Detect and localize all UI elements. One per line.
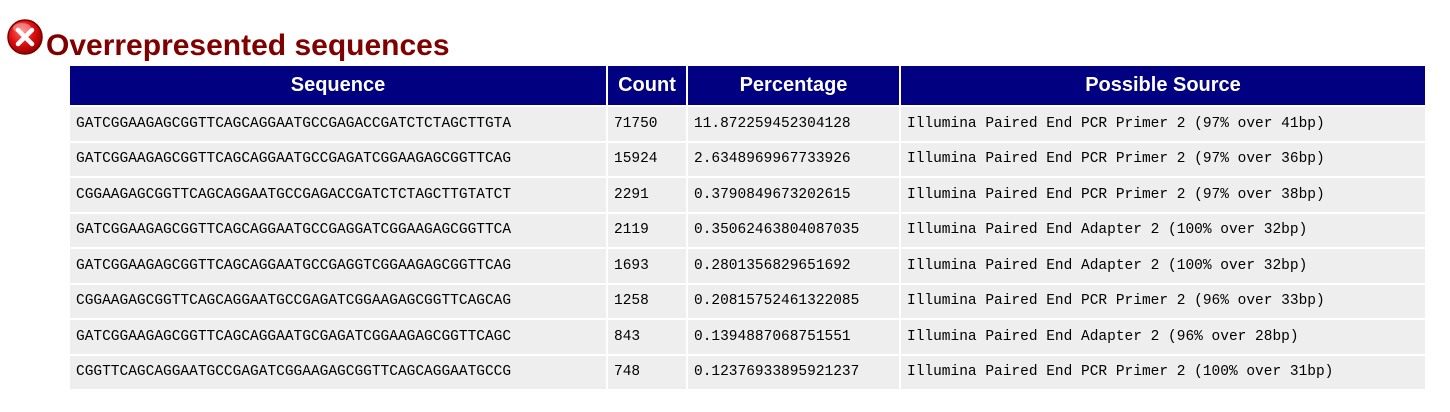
percentage-cell: 0.3790849673202615	[688, 178, 899, 212]
source-cell: Illumina Paired End PCR Primer 2 (96% ov…	[901, 284, 1425, 318]
percentage-cell: 0.1394887068751551	[688, 320, 899, 354]
sequence-cell: CGGAAGAGCGGTTCAGCAGGAATGCCGAGATCGGAAGAGC…	[70, 284, 606, 318]
sequence-cell: GATCGGAAGAGCGGTTCAGCAGGAATGCCGAGATCGGAAG…	[70, 142, 606, 176]
source-cell: Illumina Paired End PCR Primer 2 (97% ov…	[901, 178, 1425, 212]
column-header-possible-source[interactable]: Possible Source	[901, 66, 1425, 105]
percentage-cell: 0.35062463804087035	[688, 213, 899, 247]
table-header-row: Sequence Count Percentage Possible Sourc…	[70, 66, 1425, 105]
table-row: GATCGGAAGAGCGGTTCAGCAGGAATGCCGAGATCGGAAG…	[70, 142, 1425, 176]
column-header-sequence[interactable]: Sequence	[70, 66, 606, 105]
sequence-cell: CGGAAGAGCGGTTCAGCAGGAATGCCGAGACCGATCTCTA…	[70, 178, 606, 212]
count-cell: 748	[608, 355, 686, 389]
count-cell: 2291	[608, 178, 686, 212]
source-cell: Illumina Paired End Adapter 2 (100% over…	[901, 213, 1425, 247]
error-icon	[6, 18, 44, 56]
count-cell: 1693	[608, 249, 686, 283]
percentage-cell: 0.2801356829651692	[688, 249, 899, 283]
page-title: Overrepresented sequences	[46, 29, 450, 62]
table-row: GATCGGAAGAGCGGTTCAGCAGGAATGCCGAGGATCGGAA…	[70, 213, 1425, 247]
source-cell: Illumina Paired End PCR Primer 2 (97% ov…	[901, 142, 1425, 176]
table-row: CGGTTCAGCAGGAATGCCGAGATCGGAAGAGCGGTTCAGC…	[70, 355, 1425, 389]
table-row: GATCGGAAGAGCGGTTCAGCAGGAATGCGAGATCGGAAGA…	[70, 320, 1425, 354]
sequence-cell: GATCGGAAGAGCGGTTCAGCAGGAATGCCGAGGATCGGAA…	[70, 213, 606, 247]
overrepresented-sequences-table: Sequence Count Percentage Possible Sourc…	[68, 64, 1427, 391]
table-row: CGGAAGAGCGGTTCAGCAGGAATGCCGAGACCGATCTCTA…	[70, 178, 1425, 212]
table-row: GATCGGAAGAGCGGTTCAGCAGGAATGCCGAGGTCGGAAG…	[70, 249, 1425, 283]
percentage-cell: 0.20815752461322085	[688, 284, 899, 318]
percentage-cell: 11.872259452304128	[688, 107, 899, 141]
source-cell: Illumina Paired End Adapter 2 (96% over …	[901, 320, 1425, 354]
count-cell: 71750	[608, 107, 686, 141]
sequence-cell: GATCGGAAGAGCGGTTCAGCAGGAATGCCGAGGTCGGAAG…	[70, 249, 606, 283]
table-row: CGGAAGAGCGGTTCAGCAGGAATGCCGAGATCGGAAGAGC…	[70, 284, 1425, 318]
percentage-cell: 0.12376933895921237	[688, 355, 899, 389]
count-cell: 15924	[608, 142, 686, 176]
count-cell: 2119	[608, 213, 686, 247]
sequence-cell: GATCGGAAGAGCGGTTCAGCAGGAATGCGAGATCGGAAGA…	[70, 320, 606, 354]
sequence-cell: GATCGGAAGAGCGGTTCAGCAGGAATGCCGAGACCGATCT…	[70, 107, 606, 141]
column-header-percentage[interactable]: Percentage	[688, 66, 899, 105]
source-cell: Illumina Paired End PCR Primer 2 (97% ov…	[901, 107, 1425, 141]
count-cell: 1258	[608, 284, 686, 318]
source-cell: Illumina Paired End PCR Primer 2 (100% o…	[901, 355, 1425, 389]
percentage-cell: 2.6348969967733926	[688, 142, 899, 176]
count-cell: 843	[608, 320, 686, 354]
sequence-cell: CGGTTCAGCAGGAATGCCGAGATCGGAAGAGCGGTTCAGC…	[70, 355, 606, 389]
table-row: GATCGGAAGAGCGGTTCAGCAGGAATGCCGAGACCGATCT…	[70, 107, 1425, 141]
source-cell: Illumina Paired End Adapter 2 (100% over…	[901, 249, 1425, 283]
section-header: Overrepresented sequences	[6, 18, 450, 64]
column-header-count[interactable]: Count	[608, 66, 686, 105]
